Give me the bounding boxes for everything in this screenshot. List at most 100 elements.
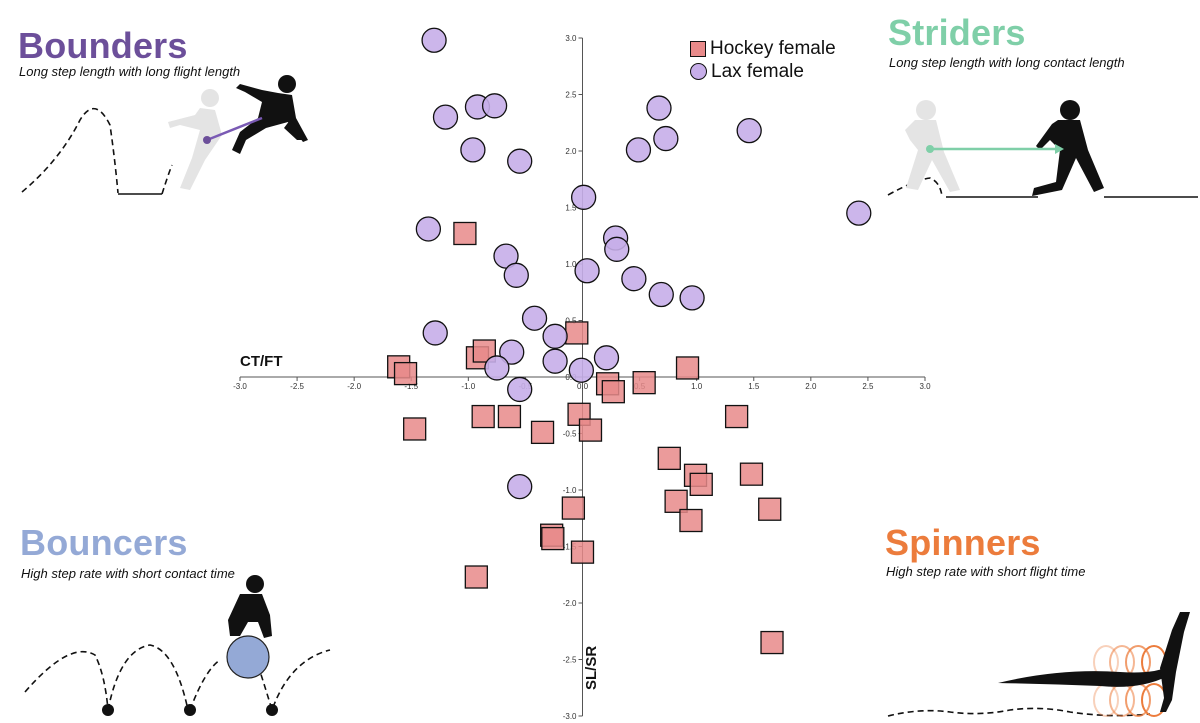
x-tick-label: 1.5: [748, 382, 760, 391]
lax-point: [621, 266, 647, 292]
hockey-point: [453, 221, 477, 246]
walker-ghost-icon: [905, 100, 960, 192]
lax-point: [507, 473, 533, 500]
hockey-point: [632, 370, 656, 395]
hockey-point: [541, 526, 565, 551]
y-tick-label: 1.5: [565, 204, 577, 213]
lax-point: [679, 285, 705, 311]
lax-point: [568, 357, 595, 383]
y-tick-label: -1.5: [563, 543, 577, 552]
bouncers-illustration: [24, 575, 331, 716]
bounders-illustration: [21, 75, 308, 195]
x-axis-label: CT/FT: [240, 353, 283, 370]
y-tick-label: 2.5: [565, 91, 577, 100]
spinners-subtitle: High step rate with short flight time: [886, 564, 1086, 579]
hockey-point: [664, 489, 688, 513]
y-tick-label: -2.5: [563, 656, 577, 665]
x-tick-label: -1.0: [461, 382, 475, 391]
lax-point: [415, 216, 442, 242]
lax-point: [542, 323, 568, 349]
y-tick-label: 3.0: [565, 34, 577, 43]
legend-label: Hockey female: [710, 37, 836, 59]
y-tick-label: -0.5: [563, 430, 577, 439]
spinners-illustration: [887, 612, 1190, 717]
lax-point: [481, 93, 508, 119]
hockey-point: [403, 417, 427, 441]
lax-point: [484, 355, 510, 381]
x-tick-label: 2.0: [805, 382, 817, 391]
lizard-icon: [998, 612, 1190, 712]
x-tick-label: -1.5: [404, 382, 418, 391]
hockey-point: [601, 380, 625, 404]
hockey-point: [570, 540, 595, 564]
hockey-point: [724, 404, 749, 429]
lax-point: [507, 148, 533, 174]
lax-point: [503, 262, 529, 288]
lax-point: [521, 305, 548, 331]
hockey-point: [758, 497, 782, 521]
impact-burst-icon: [184, 704, 196, 716]
bounders-subtitle: Long step length with long flight length: [19, 64, 241, 79]
lax-point: [736, 118, 762, 144]
y-tick-label: -3.0: [563, 712, 577, 721]
runner-ghost-icon: [168, 89, 222, 190]
spinners-title: Spinners: [885, 522, 1041, 563]
circle-marker-icon: [690, 63, 707, 80]
walker-silhouette-icon: [1032, 100, 1104, 196]
hockey-point: [689, 472, 713, 497]
hockey-point: [578, 418, 603, 442]
lax-point: [507, 376, 533, 403]
x-tick-label: -2.0: [347, 382, 361, 391]
lax-point: [604, 236, 630, 262]
x-tick-label: 2.5: [862, 382, 874, 391]
lax-point: [648, 281, 674, 308]
striders-title: Striders: [888, 12, 1026, 53]
runner-silhouette-icon: [232, 75, 308, 154]
hockey-point: [679, 508, 703, 533]
hockey-point: [760, 630, 784, 655]
lax-point: [421, 27, 447, 53]
square-marker-icon: [690, 40, 706, 57]
x-tick-label: -3.0: [233, 382, 247, 391]
impact-burst-icon: [102, 704, 114, 716]
x-tick-label: -2.5: [290, 382, 304, 391]
hockey-point: [530, 420, 555, 445]
lax-point: [570, 184, 597, 210]
legend-label: Lax female: [711, 60, 804, 82]
bounders-title: Bounders: [18, 25, 188, 66]
x-tick-label: 1.0: [691, 382, 703, 391]
data-points: [387, 27, 872, 655]
hockey-point: [561, 496, 586, 520]
y-axis-label: SL/SR: [583, 645, 600, 690]
hockey-point: [739, 462, 764, 486]
legend: Hockey female Lax female: [690, 37, 836, 83]
hockey-point: [657, 446, 681, 471]
x-tick-label: 0.0: [577, 382, 589, 391]
hockey-point: [497, 404, 522, 429]
impact-burst-icon: [266, 704, 278, 716]
y-tick-label: 1.0: [565, 260, 577, 269]
lax-point: [646, 95, 672, 121]
lax-point: [574, 258, 600, 284]
bouncers-title: Bouncers: [20, 522, 188, 563]
lax-point: [499, 339, 525, 365]
y-tick-label: -2.0: [563, 599, 577, 608]
y-tick-label: 0.5: [565, 317, 577, 326]
lax-point: [593, 345, 620, 371]
y-tick-label: 2.0: [565, 147, 577, 156]
hockey-point: [464, 565, 488, 589]
lax-point: [422, 320, 448, 346]
hockey-point: [675, 356, 700, 380]
y-tick-label: -1.0: [563, 486, 577, 495]
lax-point: [460, 137, 486, 163]
hockey-point: [472, 339, 496, 363]
crouching-person-icon: [228, 575, 272, 638]
ball-icon: [226, 635, 270, 679]
lax-point: [625, 137, 652, 163]
lax-point: [542, 348, 568, 374]
x-tick-label: 3.0: [919, 382, 931, 391]
lax-point: [846, 200, 872, 226]
